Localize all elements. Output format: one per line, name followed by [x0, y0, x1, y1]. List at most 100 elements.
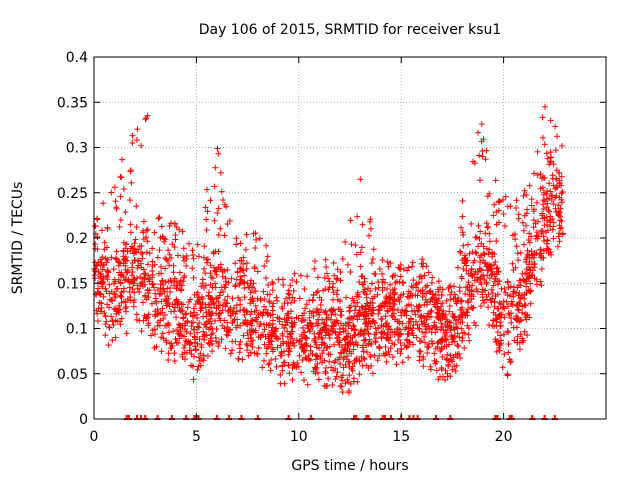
data-point	[245, 335, 252, 342]
data-point	[249, 318, 256, 325]
data-point	[439, 315, 446, 322]
data-point	[427, 366, 434, 373]
data-point	[290, 359, 297, 366]
data-point	[449, 339, 456, 346]
data-point	[391, 297, 398, 304]
data-point	[151, 261, 158, 268]
data-point	[417, 273, 424, 280]
data-point	[505, 329, 512, 336]
data-point	[412, 311, 419, 318]
data-point	[325, 327, 332, 334]
data-point	[327, 307, 334, 314]
data-point	[281, 380, 288, 387]
data-point	[117, 318, 124, 325]
data-point	[200, 313, 207, 320]
data-point	[180, 254, 187, 261]
data-point	[134, 285, 141, 292]
data-point	[491, 323, 498, 330]
data-point	[254, 268, 261, 275]
data-point	[558, 224, 565, 231]
data-point	[194, 289, 201, 296]
data-point	[493, 316, 500, 323]
data-point	[232, 283, 239, 290]
data-point	[247, 280, 254, 287]
data-point	[122, 245, 129, 252]
data-point	[219, 322, 226, 329]
data-point	[337, 349, 344, 356]
data-point	[281, 325, 288, 332]
data-point	[236, 349, 243, 356]
data-point	[232, 260, 239, 267]
data-point	[544, 237, 551, 244]
data-point	[158, 223, 165, 230]
data-point	[398, 345, 405, 352]
data-point	[454, 330, 461, 337]
data-point	[208, 304, 215, 311]
data-point	[252, 244, 259, 251]
data-point	[485, 223, 492, 230]
data-point	[497, 301, 504, 308]
data-point	[407, 292, 414, 299]
data-point	[241, 294, 248, 301]
data-point	[181, 322, 188, 329]
data-point	[449, 358, 456, 365]
data-point	[109, 317, 116, 324]
flag-markers	[123, 415, 558, 420]
data-point	[550, 235, 557, 242]
data-point	[188, 323, 195, 330]
data-point	[382, 279, 389, 286]
data-point	[372, 271, 379, 278]
data-point	[220, 301, 227, 308]
data-point	[102, 312, 109, 319]
data-point	[348, 241, 355, 248]
data-point	[115, 276, 122, 283]
data-point	[240, 332, 247, 339]
flag-marker	[285, 415, 292, 420]
data-point	[143, 249, 150, 256]
data-point	[190, 305, 197, 312]
data-point	[362, 310, 369, 317]
data-point	[537, 246, 544, 253]
data-point	[339, 372, 346, 379]
data-point	[152, 290, 159, 297]
data-point	[544, 200, 551, 207]
data-point	[491, 250, 498, 257]
data-point	[304, 322, 311, 329]
data-point	[210, 250, 217, 257]
data-point	[317, 353, 324, 360]
data-point	[165, 295, 172, 302]
data-point	[524, 247, 531, 254]
data-point	[520, 277, 527, 284]
data-point	[371, 352, 378, 359]
data-point	[136, 243, 143, 250]
data-point	[381, 303, 388, 310]
data-point	[173, 314, 180, 321]
data-point	[269, 317, 276, 324]
data-point	[286, 348, 293, 355]
data-point	[437, 326, 444, 333]
data-point	[392, 279, 399, 286]
data-point	[359, 344, 366, 351]
data-point	[247, 349, 254, 356]
data-point	[528, 248, 535, 255]
data-point	[418, 337, 425, 344]
data-point	[117, 173, 124, 180]
data-point	[153, 343, 160, 350]
data-point	[476, 254, 483, 261]
data-point	[369, 280, 376, 287]
data-point	[133, 203, 140, 210]
data-point	[241, 280, 248, 287]
data-point	[492, 293, 499, 300]
data-point	[554, 133, 561, 140]
data-point	[543, 150, 550, 157]
data-point	[267, 367, 274, 374]
data-point	[251, 308, 258, 315]
data-point	[97, 290, 104, 297]
data-point	[453, 362, 460, 369]
data-point	[431, 357, 438, 364]
data-point	[497, 322, 504, 329]
data-point	[239, 356, 246, 363]
data-point	[360, 332, 367, 339]
data-point	[318, 334, 325, 341]
data-point	[131, 289, 138, 296]
